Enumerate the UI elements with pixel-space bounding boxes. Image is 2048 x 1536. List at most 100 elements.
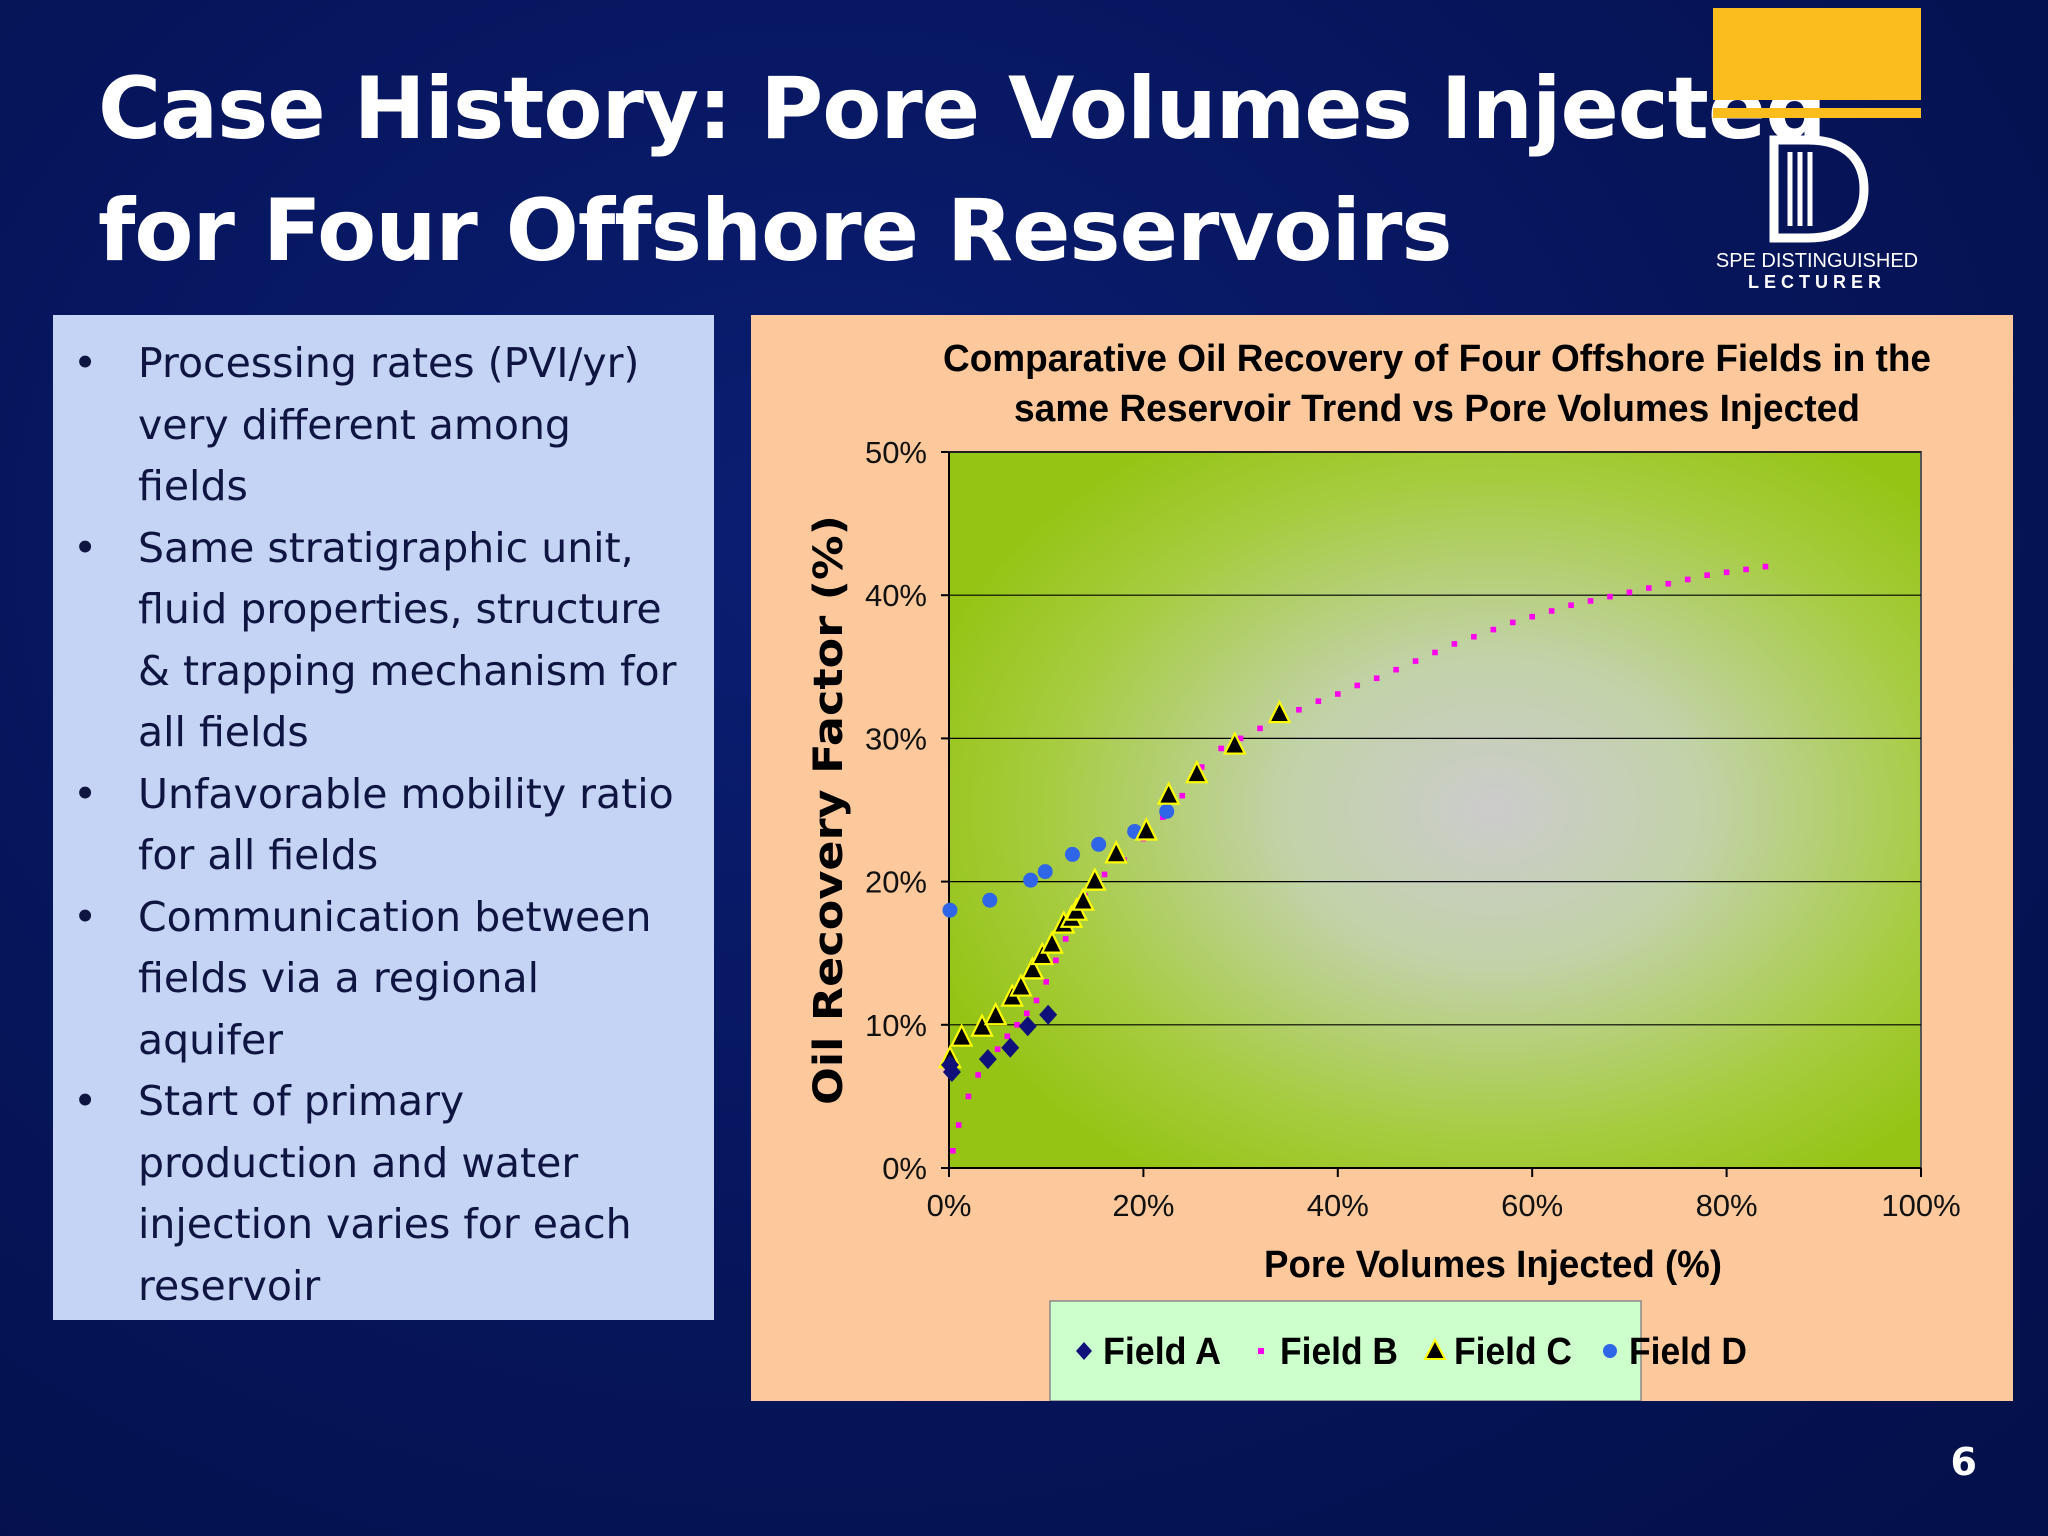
y-tick-label: 50% xyxy=(865,435,927,470)
bullet-item: • Same stratigraphic unit, fluid propertie… xyxy=(53,518,692,764)
bullet-line: all fields xyxy=(138,708,309,756)
chart-title-line1: Comparative Oil Recovery of Four Offshor… xyxy=(943,338,1931,380)
field-b-point xyxy=(1626,589,1633,596)
field-b-point xyxy=(1587,598,1594,604)
field-b-point xyxy=(1509,619,1516,626)
bullet-list-panel: • Processing rates (PVI/yr) very different… xyxy=(53,315,714,1320)
field-d-point xyxy=(942,902,958,918)
bullet-item: • Processing rates (PVI/yr) very different… xyxy=(53,333,692,518)
y-tick-label: 0% xyxy=(882,1151,927,1186)
x-tick-label: 60% xyxy=(1501,1188,1563,1223)
x-tick-label: 100% xyxy=(1881,1188,1960,1223)
field-b-point xyxy=(1218,745,1224,752)
field-d-point xyxy=(1037,864,1053,880)
bullet-item: • Unfavorable mobility ratio for all field… xyxy=(53,764,692,887)
legend-field-c-marker xyxy=(1423,1337,1447,1360)
bullet-line: fluid properties, structure xyxy=(138,585,662,633)
field-a-point xyxy=(942,1062,961,1083)
field-b-point xyxy=(955,1122,962,1128)
chart-title-line2: same Reservoir Trend vs Pore Volumes Inj… xyxy=(1014,388,1860,430)
field-d-point xyxy=(1159,803,1175,819)
field-d-point xyxy=(1091,836,1107,852)
y-tick-label: 40% xyxy=(865,578,927,613)
bullet-line: Processing rates (PVI/yr) xyxy=(138,339,640,387)
legend-field-c-label: Field C xyxy=(1454,1331,1572,1373)
field-c-point xyxy=(1030,941,1055,966)
x-axis-title: Pore Volumes Injected (%) xyxy=(1264,1244,1722,1286)
field-b-point xyxy=(965,1093,972,1100)
y-tick-label: 30% xyxy=(865,721,927,756)
field-a-point xyxy=(978,1049,997,1070)
bullet-line: Start of primary xyxy=(138,1077,465,1125)
field-d-point xyxy=(1064,846,1080,862)
field-b-point xyxy=(1033,997,1040,1004)
field-b-point xyxy=(1237,735,1244,742)
field-b-point xyxy=(975,1072,981,1078)
field-b-point xyxy=(1529,613,1535,620)
logo-text-line2: LECTURER xyxy=(1748,272,1886,292)
y-tick-label: 10% xyxy=(865,1008,927,1043)
field-b-point xyxy=(1451,641,1458,647)
bullet-list: • Processing rates (PVI/yr) very different… xyxy=(53,333,692,1317)
bullet-item: • Start of primary production and water inj… xyxy=(53,1071,692,1317)
field-b-point xyxy=(1646,585,1652,591)
field-d-point xyxy=(1023,872,1039,888)
field-b-point xyxy=(1335,691,1341,697)
bullet-line: Communication between xyxy=(138,892,652,941)
legend-field-b-label: Field B xyxy=(1280,1331,1398,1373)
legend-box xyxy=(1049,1300,1642,1401)
field-b-point xyxy=(1315,698,1322,704)
field-b-point xyxy=(1412,658,1419,664)
bullet-line: & trapping mechanism for xyxy=(138,646,677,695)
field-b-point xyxy=(1393,666,1399,673)
field-b-point xyxy=(1548,608,1555,614)
field-c-point xyxy=(983,1001,1008,1026)
field-b-point xyxy=(1723,569,1730,576)
bullet-line: aquifer xyxy=(138,1015,284,1064)
bullet-dot: • xyxy=(73,339,98,387)
field-b-point xyxy=(1568,602,1574,609)
field-b-point xyxy=(1684,576,1691,583)
field-b-point xyxy=(1665,580,1672,587)
chart-panel: 0% 10% 20% 30% 40% 50% 0% 20% 40% 60% 80% 100% Compa… xyxy=(751,315,2013,1401)
field-a-point xyxy=(1018,1016,1037,1037)
plot-area xyxy=(948,451,1922,1169)
field-c-point xyxy=(1156,781,1181,805)
bullet-line: injection varies for each xyxy=(138,1200,632,1248)
legend-field-a-marker xyxy=(1076,1342,1092,1360)
field-b-point xyxy=(1179,792,1186,799)
field-b-point xyxy=(1023,1010,1030,1017)
bullet-line: fields via a regional xyxy=(138,954,540,1002)
bullet-line: for all fields xyxy=(138,831,379,879)
logo-text-line1: SPE DISTINGUISHED xyxy=(1715,250,1919,272)
field-c-point xyxy=(1185,759,1209,784)
field-a-point xyxy=(1039,1004,1058,1025)
page-number: 6 xyxy=(1950,1440,1977,1484)
field-b-point xyxy=(950,1148,956,1154)
bullet-line: Unfavorable mobility ratio xyxy=(138,769,674,818)
field-b-point xyxy=(1704,572,1710,578)
y-axis-title: Oil Recovery Factor (%) xyxy=(806,515,852,1105)
field-b-point xyxy=(1257,725,1263,732)
field-c-point xyxy=(1134,817,1159,841)
field-c-point xyxy=(1040,930,1064,954)
field-b-point xyxy=(994,1046,1001,1052)
bullet-dot: • xyxy=(73,892,98,941)
legend-field-b-marker xyxy=(1258,1348,1264,1354)
logo-accent-stripe xyxy=(1713,108,1921,118)
spe-d-logo-icon xyxy=(1769,135,1869,243)
x-tick-label: 0% xyxy=(927,1188,972,1223)
bullet-line: Same stratigraphic unit, xyxy=(138,523,634,572)
field-c-point xyxy=(1009,973,1033,997)
field-c-point xyxy=(970,1013,994,1037)
field-c-point xyxy=(949,1023,974,1047)
x-tick-label: 40% xyxy=(1307,1188,1369,1223)
bullet-line: production and water xyxy=(138,1138,579,1187)
bullet-dot: • xyxy=(73,1077,98,1125)
field-b-point xyxy=(1471,633,1477,640)
field-b-point xyxy=(1014,1022,1020,1028)
bullet-dot: • xyxy=(73,769,98,818)
field-b-point xyxy=(1296,706,1302,713)
field-c-point xyxy=(1020,955,1045,980)
field-b-point xyxy=(1062,936,1069,942)
